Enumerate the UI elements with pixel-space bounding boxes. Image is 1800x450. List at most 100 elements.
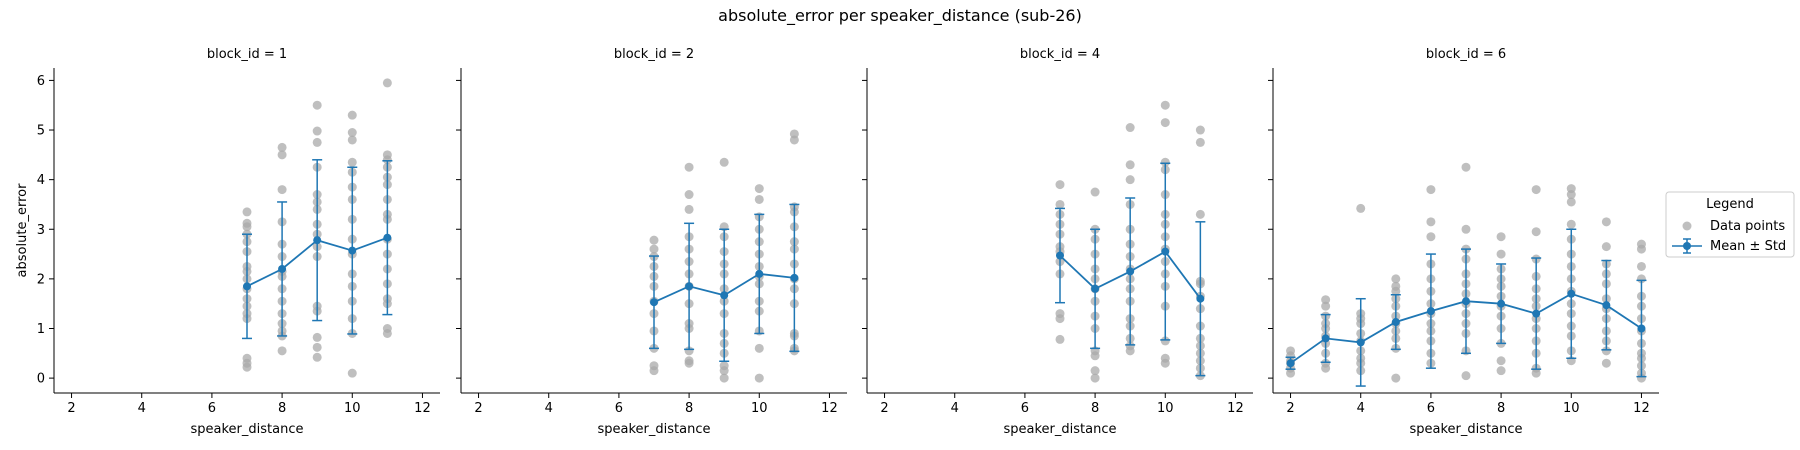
x-tick-label: 6	[1021, 401, 1029, 416]
legend-marker-mean-dot	[1683, 242, 1691, 250]
mean-point	[1161, 247, 1170, 256]
mean-point	[1637, 324, 1646, 333]
data-point	[1055, 199, 1065, 209]
x-tick-label: 2	[880, 401, 888, 416]
x-tick-label: 6	[208, 401, 216, 416]
data-point	[1125, 341, 1135, 351]
data-point	[1566, 219, 1576, 229]
mean-point	[1497, 299, 1506, 308]
data-point	[242, 353, 252, 363]
legend-label-mean-std: Mean ± Std	[1710, 239, 1786, 254]
data-point	[1286, 346, 1296, 356]
data-point	[719, 157, 729, 167]
data-point	[684, 204, 694, 214]
panel-1: block_id = 12 4 6 8 10 120123456speaker_dista…	[15, 47, 440, 437]
data-points	[242, 78, 392, 378]
mean-point	[313, 236, 322, 245]
data-point	[789, 129, 799, 139]
legend-box	[1665, 191, 1795, 258]
x-tick-label: 4	[545, 401, 553, 416]
data-point	[382, 323, 392, 333]
mean-point	[1532, 309, 1541, 318]
data-point	[649, 235, 659, 245]
data-point	[1426, 217, 1436, 227]
data-point	[347, 110, 357, 120]
data-point	[1055, 309, 1065, 319]
panel-2: block_id = 2 2 4 6 8 10 12 speaker_distance	[456, 47, 847, 437]
mean-point	[650, 298, 658, 307]
mean-point	[1602, 301, 1611, 310]
data-point	[312, 342, 322, 352]
data-point	[754, 194, 764, 204]
data-point	[754, 343, 764, 353]
data-point	[1160, 118, 1170, 128]
data-points	[649, 129, 799, 383]
y-tick-label: 3	[37, 223, 45, 238]
x-tick-label: 4	[951, 401, 959, 416]
mean-point	[755, 269, 764, 278]
data-point	[684, 356, 694, 366]
legend-label-data-points: Data points	[1710, 219, 1785, 234]
mean-point	[1056, 251, 1064, 260]
data-point	[347, 128, 357, 138]
panel-title: block_id = 1	[207, 47, 287, 62]
panel-3: block_id = 4 2 4 6 8 10 12 speaker_distance	[862, 47, 1253, 437]
data-point	[1601, 242, 1611, 252]
mean-point	[278, 264, 287, 273]
data-point	[347, 135, 357, 145]
x-axis-label: speaker_distance	[1410, 422, 1523, 437]
data-point	[1601, 358, 1611, 368]
panel-title: block_id = 2	[614, 47, 694, 62]
data-point	[1090, 373, 1100, 383]
data-point	[312, 352, 322, 362]
y-tick-label: 2	[37, 272, 45, 287]
data-point	[1321, 295, 1331, 305]
mean-point	[790, 273, 799, 282]
x-tick-label: 12	[414, 401, 431, 416]
mean-point	[1091, 284, 1100, 293]
data-point	[1160, 336, 1170, 346]
data-point	[1195, 125, 1205, 135]
data-point	[277, 150, 287, 160]
panel-title: block_id = 6	[1426, 47, 1506, 62]
legend: Legend Data points Mean ± Std	[1665, 191, 1795, 258]
data-point	[242, 207, 252, 217]
mean-point	[1321, 334, 1330, 343]
data-point	[1636, 239, 1646, 249]
x-tick-label: 10	[1157, 401, 1174, 416]
mean-point	[685, 282, 694, 291]
data-point	[1496, 249, 1506, 259]
data-point	[312, 126, 322, 136]
data-point	[1391, 281, 1401, 291]
data-point	[312, 100, 322, 110]
figure-title: absolute_error per speaker_distance (sub…	[718, 6, 1082, 26]
data-point	[754, 184, 764, 194]
data-point	[684, 162, 694, 172]
data-point	[1636, 261, 1646, 271]
data-point	[1125, 123, 1135, 133]
data-point	[277, 346, 287, 356]
mean-point	[1126, 267, 1135, 276]
x-tick-label: 8	[1091, 401, 1099, 416]
data-point	[1195, 137, 1205, 147]
data-point	[1090, 187, 1100, 197]
data-point	[1125, 160, 1135, 170]
data-point	[347, 157, 357, 167]
data-point	[277, 185, 287, 195]
data-point	[1160, 353, 1170, 363]
data-point	[1496, 232, 1506, 242]
x-tick-label: 8	[278, 401, 286, 416]
y-tick-label: 6	[37, 74, 45, 89]
data-point	[1496, 366, 1506, 376]
data-point	[719, 373, 729, 383]
data-point	[684, 346, 694, 356]
y-tick-label: 5	[37, 124, 45, 139]
data-point	[277, 142, 287, 152]
x-tick-label: 4	[138, 401, 146, 416]
mean-point	[1426, 307, 1435, 316]
data-point	[1601, 217, 1611, 227]
mean-point	[1462, 297, 1470, 306]
legend-title: Legend	[1706, 197, 1754, 212]
mean-point	[348, 246, 357, 255]
data-point	[1566, 184, 1576, 194]
